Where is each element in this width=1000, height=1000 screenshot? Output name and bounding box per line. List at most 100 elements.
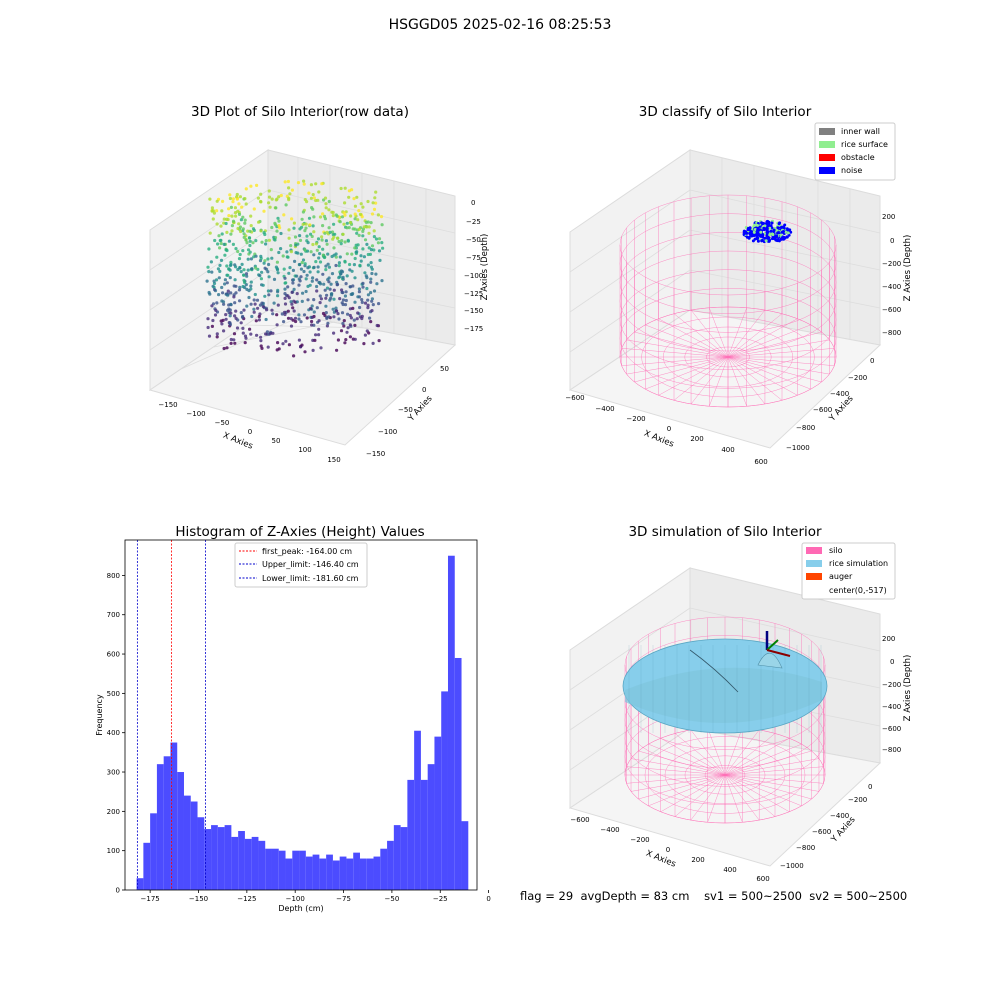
raw-point (359, 254, 363, 258)
avg-depth-value: avgDepth = 83 cm (580, 889, 690, 903)
raw-point (215, 335, 219, 339)
raw-point (228, 308, 232, 312)
raw-point (267, 262, 271, 267)
wireframe-line (724, 774, 824, 784)
raw-point (242, 232, 246, 236)
raw-point (323, 196, 328, 200)
histogram-bar (380, 848, 388, 890)
raw-point (262, 261, 266, 265)
raw-point (348, 285, 352, 289)
x-tick-label: 400 (723, 866, 736, 874)
raw-point (337, 264, 341, 268)
histogram-bar (373, 856, 381, 890)
raw-point (314, 260, 318, 264)
wireframe-line (630, 774, 726, 792)
raw-point (374, 272, 378, 276)
x-tick-label: 0 (486, 895, 490, 903)
y-tick-label: −800 (796, 844, 815, 852)
raw-point (233, 206, 237, 210)
raw-point (310, 234, 314, 239)
raw-point-cloud (205, 179, 385, 358)
raw-point (270, 225, 274, 230)
raw-point (320, 235, 324, 239)
wireframe-line (727, 324, 811, 358)
raw-point (327, 265, 331, 269)
raw-point (246, 248, 251, 252)
legend-swatch-auger (806, 573, 822, 580)
raw-point (263, 294, 267, 298)
raw-point (230, 224, 234, 228)
wireframe-line (727, 331, 822, 358)
x-tick-label: 600 (754, 458, 767, 466)
raw-point (367, 331, 371, 335)
raw-point (226, 273, 230, 277)
raw-point (355, 195, 359, 199)
raw-point (343, 341, 347, 345)
raw-point (252, 307, 256, 311)
y-tick-label: 0 (868, 783, 872, 791)
x-tick-label: −200 (626, 415, 645, 423)
raw-point (318, 260, 323, 264)
raw-point (343, 294, 347, 298)
raw-point (325, 242, 329, 246)
histogram-bar (387, 840, 394, 890)
raw-point (277, 250, 281, 255)
raw-point (252, 298, 256, 302)
raw-point (301, 222, 305, 226)
x-tick-label: 50 (272, 437, 281, 445)
raw-point (253, 302, 257, 306)
raw-point (352, 318, 356, 322)
wireframe-line (724, 774, 802, 807)
legend-swatch-silo (806, 547, 822, 554)
raw-point (241, 227, 245, 231)
raw-point (334, 252, 338, 256)
raw-point (207, 270, 211, 274)
raw-point (371, 303, 375, 307)
histogram-bar (183, 795, 191, 890)
raw-point (228, 276, 232, 280)
raw-point (227, 207, 231, 211)
classified-point (760, 221, 764, 225)
y-tick-label: −600 (812, 828, 831, 836)
raw-point (235, 326, 240, 330)
raw-point (225, 217, 229, 221)
raw-point (267, 201, 271, 205)
raw-point (226, 308, 230, 312)
raw-point (267, 195, 272, 199)
raw-point (243, 197, 247, 201)
raw-point (286, 285, 290, 289)
x-tick-label: −100 (286, 895, 305, 903)
raw-point (219, 241, 223, 246)
wireframe-line (724, 774, 812, 800)
raw-point (301, 258, 306, 262)
wireframe-line (648, 743, 726, 776)
wireframe-line (707, 727, 726, 776)
wireframe-line (724, 774, 790, 812)
z-tick-label: 200 (882, 635, 895, 643)
histogram-bar (420, 779, 428, 890)
y-tick-label: 700 (107, 611, 120, 619)
raw-point (292, 221, 296, 225)
raw-point (340, 239, 344, 243)
raw-point (324, 296, 328, 300)
wireframe-line (626, 339, 729, 358)
raw-point (259, 335, 263, 339)
raw-point (238, 285, 242, 289)
raw-point (366, 306, 370, 310)
raw-point (267, 275, 271, 279)
raw-point (264, 239, 268, 243)
simulation-3d-plot: silo rice simulation auger center(0,-517… (568, 542, 913, 883)
raw-point (235, 197, 239, 201)
raw-point (283, 292, 287, 296)
wireframe-line (727, 356, 811, 390)
raw-point (360, 215, 364, 219)
raw-point (258, 274, 262, 278)
legend-swatch-inner-wall (819, 128, 835, 135)
raw-point (352, 263, 356, 267)
legend-label: rice simulation (829, 559, 888, 568)
raw-point (238, 195, 242, 199)
x-tick-label: −50 (215, 419, 230, 427)
raw-point (297, 317, 301, 321)
raw-point (256, 196, 260, 200)
raw-point (266, 289, 270, 293)
